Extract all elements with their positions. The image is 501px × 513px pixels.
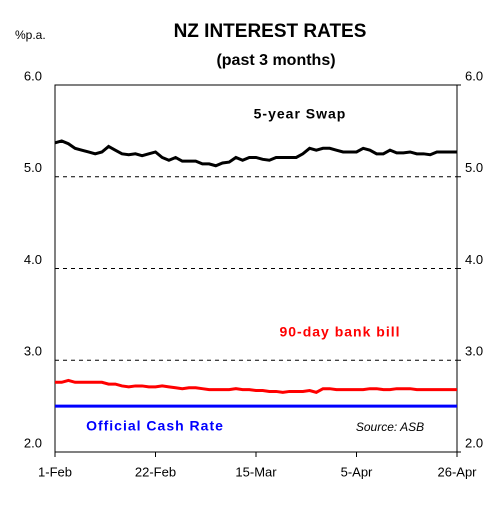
y-tick-label: 4.0: [24, 252, 42, 267]
x-tick-label: 1-Feb: [38, 464, 72, 479]
x-tick-label: 22-Feb: [135, 464, 176, 479]
x-tick-label: 5-Apr: [341, 464, 373, 479]
y2-tick-label: 2.0: [465, 435, 483, 450]
y2-tick-label: 5.0: [465, 160, 483, 175]
y2-tick-label: 6.0: [465, 68, 483, 83]
x-tick-label: 15-Mar: [235, 464, 277, 479]
y-tick-label: 6.0: [24, 68, 42, 83]
series-label: 90-day bank bill: [279, 324, 400, 340]
y-tick-label: 3.0: [24, 344, 42, 359]
series-line: [55, 378, 457, 394]
x-tick-label: 26-Apr: [437, 464, 477, 479]
y-axis-label: %p.a.: [15, 28, 46, 42]
annotation: Source: ASB: [356, 420, 424, 434]
chart-title: NZ INTEREST RATES: [174, 21, 367, 42]
y-tick-label: 2.0: [24, 435, 42, 450]
chart-subtitle: (past 3 months): [216, 52, 335, 69]
y2-tick-label: 4.0: [465, 252, 483, 267]
series-line: [54, 139, 457, 168]
y-tick-label: 5.0: [24, 160, 42, 175]
y2-tick-label: 3.0: [465, 344, 483, 359]
series-label: Official Cash Rate: [86, 418, 224, 434]
series-label: 5-year Swap: [254, 106, 347, 122]
